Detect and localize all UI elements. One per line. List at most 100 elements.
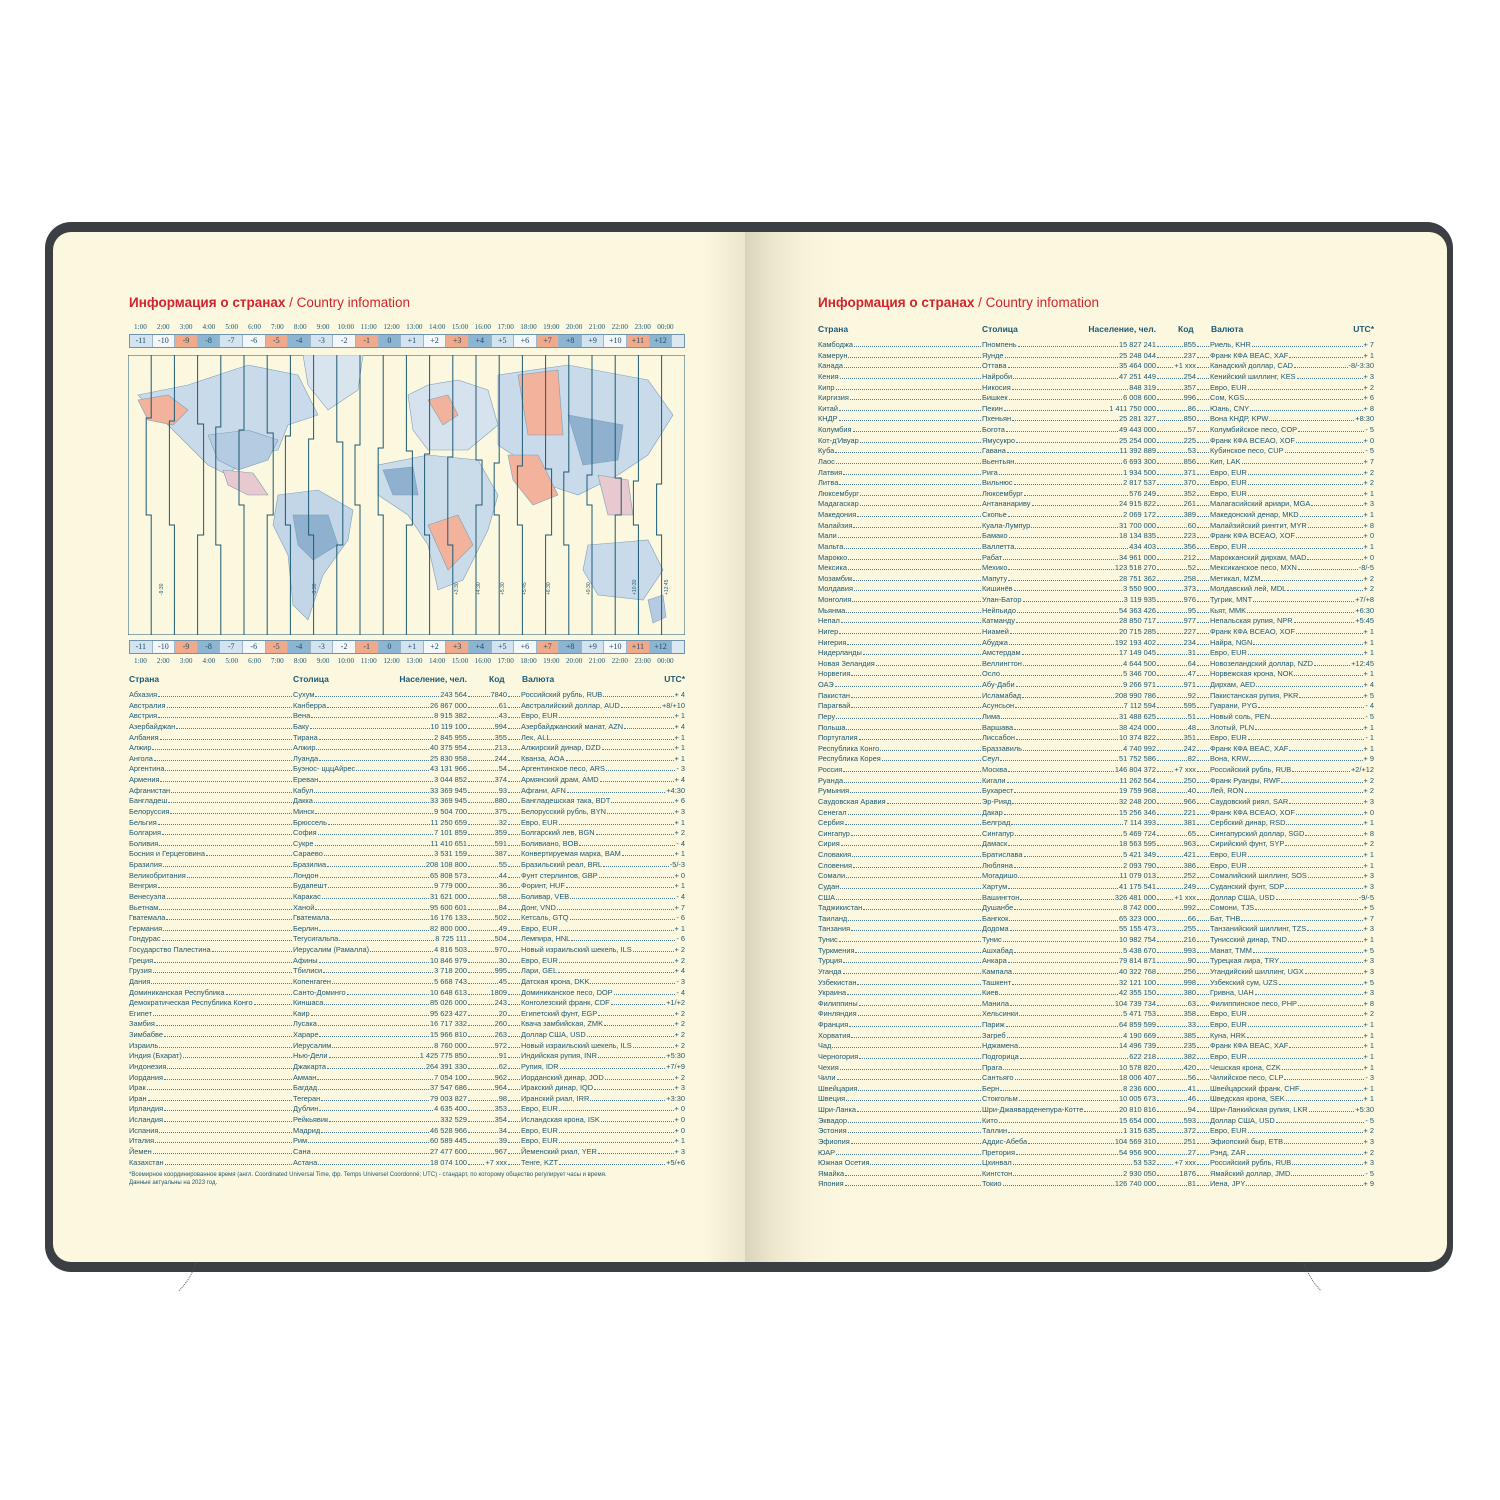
population: 3 531 159 <box>434 849 467 859</box>
dot-leader <box>468 1114 494 1122</box>
utc-offset: + 1 <box>1363 935 1374 944</box>
table-row: Венесуэла Каракас 31 621 000 58 Боливар, VEB… <box>129 891 685 902</box>
dot-leader <box>158 689 292 697</box>
population: 26 867 000 <box>430 700 467 710</box>
currency: Чилийское песо, CLP <box>1210 1073 1284 1083</box>
header-utc: UTC* <box>1353 324 1374 334</box>
dot-leader <box>319 870 429 878</box>
dot-leader <box>315 902 429 910</box>
country-name: Шри-Ланка <box>818 1105 857 1114</box>
dot-leader <box>339 933 435 942</box>
dot-leader <box>1247 477 1363 486</box>
phone-code: 389 <box>1183 510 1196 519</box>
dot-leader <box>1157 711 1187 719</box>
dot-leader <box>1197 583 1209 592</box>
currency: Евро, EUR <box>1210 382 1247 392</box>
hour-label: 11:00 <box>360 657 377 665</box>
dot-leader <box>1157 583 1183 592</box>
utc-offset: - 4 <box>676 987 685 997</box>
capital: Мадрид <box>293 1125 321 1135</box>
population: 31 488 625 <box>1119 711 1156 721</box>
table-row: Сингапур Сингапур 5 469 724 65 Сингапурский … <box>818 828 1374 839</box>
currency: Евро, EUR <box>1210 478 1247 488</box>
utc-offset: + 4 <box>674 690 685 699</box>
utc-offset: + 1 <box>674 732 685 742</box>
hour-label: 5:00 <box>225 657 239 665</box>
phone-code: 380 <box>1183 988 1196 998</box>
capital: Абу-Даби <box>982 680 1015 689</box>
currency: Белорусский рубль, BYN <box>521 806 606 816</box>
dot-leader <box>850 1136 981 1144</box>
capital: Асунсьон <box>982 701 1015 711</box>
currency: Евро, EUR <box>1210 1009 1247 1019</box>
utc-offset: + 1 <box>1363 626 1374 636</box>
footnote-date: Данные актуальны на 2023 год. <box>129 1180 218 1186</box>
capital: Дублин <box>293 1104 319 1114</box>
dot-leader <box>558 1103 674 1112</box>
phone-code: 993 <box>1183 945 1196 955</box>
phone-code: 48 <box>1187 722 1196 732</box>
utc-offset-cell: -9 <box>175 335 198 347</box>
country-name: Саудовская Аравия <box>818 796 886 806</box>
dot-leader <box>1157 1178 1187 1187</box>
dot-leader <box>508 1040 520 1048</box>
phone-code: 244 <box>494 753 507 763</box>
capital: Катманду <box>982 616 1015 626</box>
dot-leader <box>1289 350 1363 358</box>
dot-leader <box>508 763 520 772</box>
timezone-offset-label: +10:30 <box>632 579 638 595</box>
dot-leader <box>839 626 981 634</box>
currency: Франк КФА BCEAO, XOF <box>1210 531 1295 541</box>
phone-code: 381 <box>1183 818 1196 828</box>
phone-code: 595 <box>1183 701 1196 711</box>
table-row: КНДР Пхеньян 25 281 327 850 Вона КНДР, KPW +8… <box>818 413 1374 424</box>
utc-offset: + 1 <box>1363 1094 1374 1104</box>
population: 20 715 285 <box>1119 626 1156 636</box>
dot-leader <box>1295 435 1363 443</box>
dot-leader <box>1012 796 1118 804</box>
timezone-offset-label: +5:45 <box>522 582 528 595</box>
dot-leader <box>846 1093 981 1102</box>
dot-leader <box>849 392 981 401</box>
dot-leader <box>1197 371 1209 379</box>
table-row: Китай Пекин 1 411 750 000 86 Юань, CNY + 8 <box>818 403 1374 414</box>
dot-leader <box>1157 1157 1174 1166</box>
capital: Джакарта <box>293 1061 326 1071</box>
dot-leader <box>1014 945 1123 953</box>
hour-label: 2:00 <box>156 323 170 331</box>
utc-offset: + 0 <box>674 1115 685 1124</box>
dot-leader <box>508 1029 520 1037</box>
currency: Аргентинское песо, ARS <box>521 764 605 774</box>
dot-leader <box>508 1135 520 1144</box>
dot-leader <box>1003 1062 1118 1070</box>
population: 28 751 362 <box>1119 573 1156 583</box>
capital: Буэнос- цццАйрес <box>293 764 356 774</box>
phone-code: 385 <box>1183 1030 1196 1040</box>
timezone-offset-label: +5:30 <box>500 582 506 595</box>
utc-offset: -9/-5 <box>1358 892 1374 902</box>
currency: Новый израильский шекель, ILS <box>521 945 632 954</box>
population: 79 814 871 <box>1119 956 1156 966</box>
table-row: Бразилия Бразилиа 208 108 800 55 Бразильский… <box>129 859 685 870</box>
dot-leader <box>468 987 490 995</box>
phone-code: 33 <box>1187 1020 1196 1029</box>
table-row: Вьетнам Ханой 95 600 601 84 Донг, VND + 7 <box>129 902 685 913</box>
currency: Дирхам, AED <box>1210 680 1256 689</box>
dot-leader <box>317 827 434 836</box>
dot-leader <box>853 860 981 868</box>
capital: Пномпень <box>982 340 1017 349</box>
phone-code: 216 <box>1183 935 1196 944</box>
dot-leader <box>468 1050 498 1059</box>
table-row: Болгария София 7 101 859 359 Болгарский лев,… <box>129 827 685 838</box>
capital: Тунис <box>982 935 1002 944</box>
dot-leader <box>1197 796 1209 804</box>
utc-offset-cell: -11 <box>130 335 153 347</box>
dot-leader <box>1197 435 1209 443</box>
table-row: Ирландия Дублин 4 635 400 353 Евро, EUR + 0 <box>129 1103 685 1114</box>
population: 4 635 400 <box>434 1104 467 1114</box>
utc-offset: +5:30 <box>1355 1105 1374 1114</box>
dot-leader <box>468 721 494 729</box>
phone-code: 40 <box>1187 786 1196 796</box>
phone-code: 850 <box>1183 414 1196 424</box>
table-row: Армения Ереван 3 044 852 374 Армянский драм,… <box>129 774 685 785</box>
